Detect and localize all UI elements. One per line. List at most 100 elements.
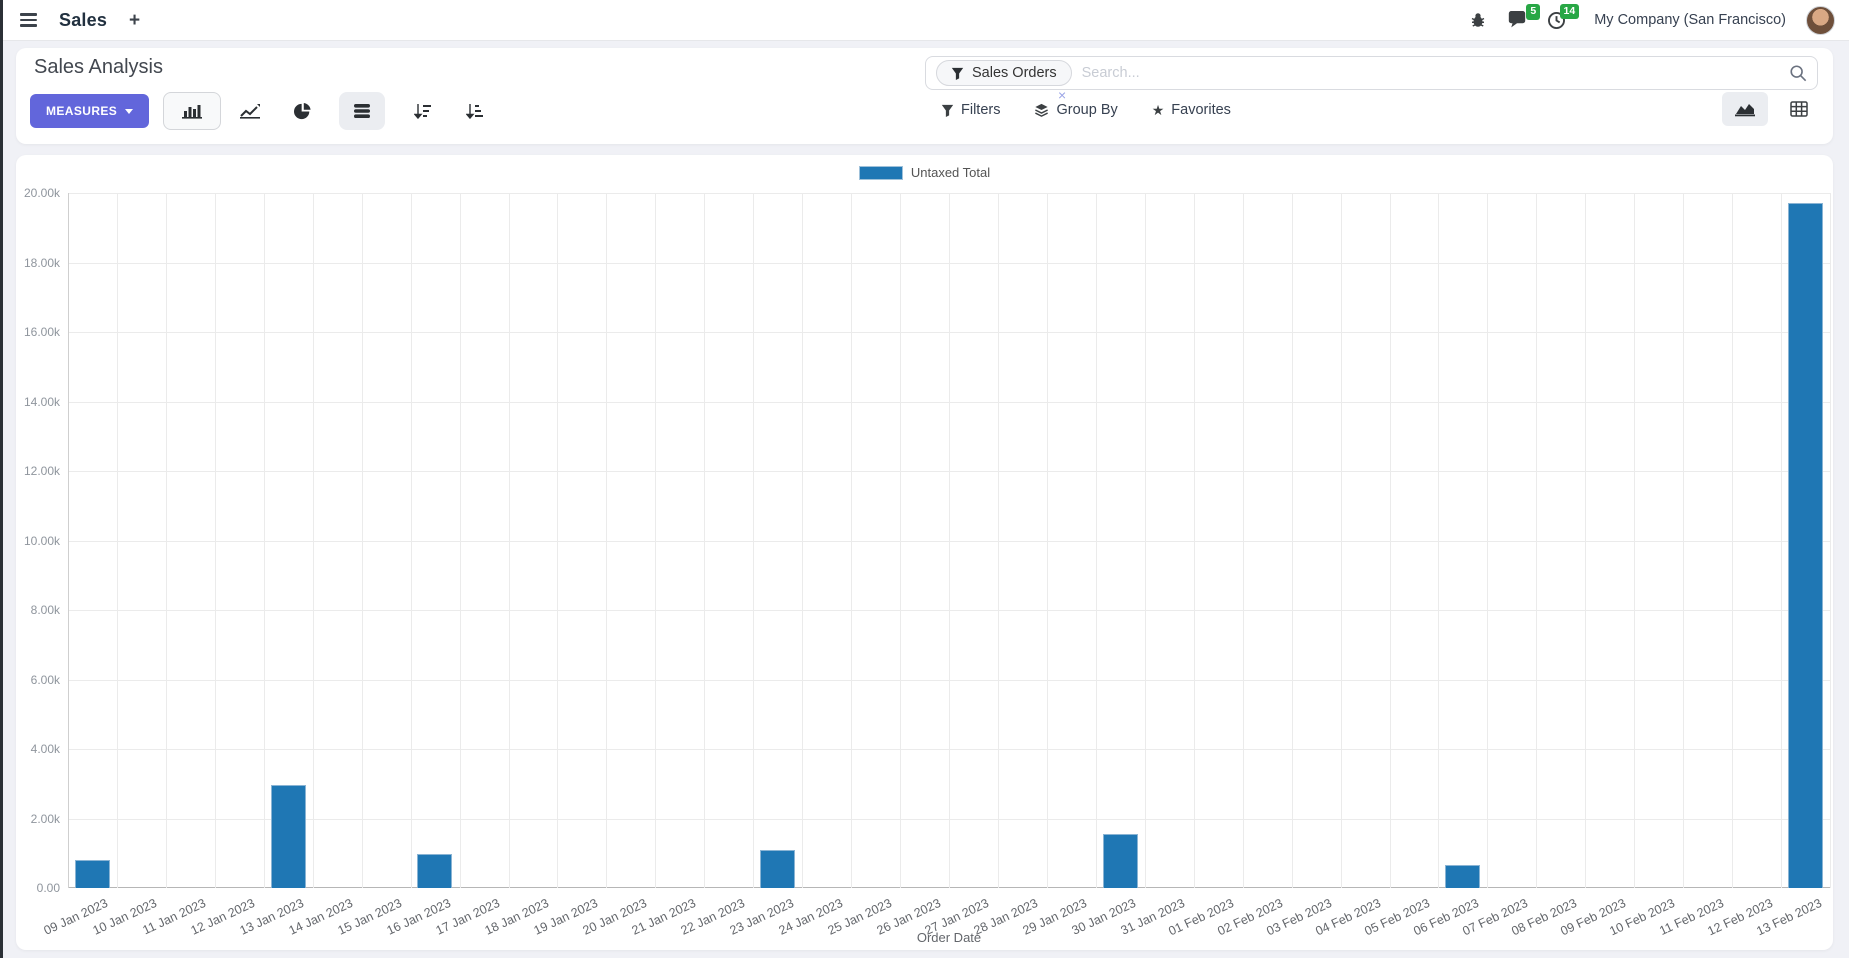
x-gridline xyxy=(802,193,803,888)
chart-card: Untaxed Total 0.00 2.00k 4.00k 6.00k 8.00k 10… xyxy=(16,155,1833,950)
view-switcher xyxy=(1722,92,1822,126)
control-panel: Sales Analysis MEASURES xyxy=(16,48,1833,144)
window-edge xyxy=(0,0,3,958)
bar-23-jan-2023[interactable] xyxy=(760,850,795,888)
x-gridline xyxy=(411,193,412,888)
plus-icon[interactable]: + xyxy=(129,9,141,31)
x-gridline xyxy=(264,193,265,888)
x-gridline xyxy=(1634,193,1635,888)
x-gridline xyxy=(949,193,950,888)
x-gridline xyxy=(215,193,216,888)
legend-swatch[interactable] xyxy=(858,165,903,180)
bar-13-feb-2023[interactable] xyxy=(1788,203,1823,888)
x-gridline xyxy=(851,193,852,888)
x-gridline xyxy=(1194,193,1195,888)
pie-chart-view-button[interactable] xyxy=(279,92,325,130)
page-title: Sales Analysis xyxy=(34,56,163,78)
filter-funnel-icon xyxy=(941,104,954,117)
y-tick-label: 10.00k xyxy=(23,533,60,548)
x-gridline xyxy=(1536,193,1537,888)
messages-count-badge: 5 xyxy=(1526,4,1541,20)
pivot-table-icon xyxy=(1790,101,1808,117)
search-submit[interactable] xyxy=(1789,64,1807,82)
favorites-label: Favorites xyxy=(1171,102,1231,118)
x-gridline xyxy=(1732,193,1733,888)
bar-09-jan-2023[interactable] xyxy=(75,860,110,888)
y-tick-label: 14.00k xyxy=(23,394,60,409)
x-gridline xyxy=(1243,193,1244,888)
group-by-dropdown[interactable]: Group By xyxy=(1034,102,1118,118)
sort-ascending-icon xyxy=(465,104,483,119)
x-gridline xyxy=(655,193,656,888)
x-gridline xyxy=(460,193,461,888)
activities-button[interactable]: 14 xyxy=(1547,3,1580,30)
x-gridline xyxy=(1096,193,1097,888)
y-tick-label: 8.00k xyxy=(30,603,60,617)
y-tick-label: 4.00k xyxy=(30,742,60,756)
filter-funnel-icon xyxy=(951,67,964,80)
star-icon: ★ xyxy=(1151,102,1165,118)
x-gridline xyxy=(1683,193,1684,888)
x-gridline xyxy=(606,193,607,888)
measures-label: MEASURES xyxy=(46,104,118,118)
bar-13-jan-2023[interactable] xyxy=(271,785,306,888)
x-gridline xyxy=(166,193,167,888)
debug-bug-icon[interactable] xyxy=(1469,11,1487,29)
graph-view-button[interactable] xyxy=(1722,92,1768,126)
clock-icon xyxy=(1548,11,1566,29)
layers-icon xyxy=(1035,103,1049,117)
sort-descending-button[interactable] xyxy=(399,92,445,130)
plot-area: 0.00 2.00k 4.00k 6.00k 8.00k 10.00k 12.00k 14.0… xyxy=(24,186,1831,938)
x-gridline xyxy=(1438,193,1439,888)
x-gridline xyxy=(1292,193,1293,888)
app-name[interactable]: Sales xyxy=(59,9,108,30)
facet-remove-icon[interactable]: × xyxy=(1058,87,1067,103)
x-gridline xyxy=(1585,193,1586,888)
search-icon xyxy=(1790,65,1807,82)
search-bar[interactable]: Sales Orders × xyxy=(925,56,1818,102)
x-gridline xyxy=(998,193,999,888)
bug-icon xyxy=(1471,13,1485,27)
stacked-icon xyxy=(354,104,371,118)
pivot-view-button[interactable] xyxy=(1776,92,1822,126)
chevron-down-icon xyxy=(125,108,134,114)
top-navbar: Sales + 5 14 My Company (San Francisco) xyxy=(0,0,1849,41)
filters-dropdown[interactable]: Filters xyxy=(941,102,1000,118)
hamburger-menu-icon[interactable] xyxy=(16,9,41,31)
x-gridline xyxy=(68,193,69,888)
x-gridline xyxy=(1341,193,1342,888)
y-tick-label: 16.00k xyxy=(23,325,60,339)
measures-button[interactable]: MEASURES xyxy=(30,94,150,128)
chart-legend: Untaxed Total xyxy=(16,165,1833,180)
sort-ascending-button[interactable] xyxy=(451,92,497,130)
x-axis-title: Order Date xyxy=(916,930,982,945)
company-switcher[interactable]: My Company (San Francisco) xyxy=(1594,12,1786,28)
bar-chart-icon xyxy=(182,105,203,119)
favorites-dropdown[interactable]: ★ Favorites xyxy=(1152,102,1231,118)
y-tick-label: 18.00k xyxy=(23,255,60,270)
bar-30-jan-2023[interactable] xyxy=(1103,834,1138,888)
bar-16-jan-2023[interactable] xyxy=(417,854,452,888)
line-chart-view-button[interactable] xyxy=(227,92,273,130)
group-by-label: Group By xyxy=(1056,102,1118,118)
x-gridline xyxy=(1830,193,1831,888)
pie-chart-icon xyxy=(293,102,311,119)
x-gridline xyxy=(704,193,705,888)
bar-chart-view-button[interactable] xyxy=(163,92,222,130)
y-tick-label: 2.00k xyxy=(30,811,60,826)
search-input[interactable] xyxy=(1081,65,1789,81)
user-avatar[interactable] xyxy=(1806,5,1835,35)
stacked-toggle-button[interactable] xyxy=(339,92,386,130)
search-facet-sales-orders[interactable]: Sales Orders xyxy=(936,60,1072,86)
messages-button[interactable]: 5 xyxy=(1507,4,1541,29)
x-gridline xyxy=(1047,193,1048,888)
x-gridline xyxy=(557,193,558,888)
x-gridline xyxy=(1487,193,1488,888)
x-gridline xyxy=(117,193,118,888)
x-gridline xyxy=(1145,193,1146,888)
y-tick-label: 20.00k xyxy=(23,186,60,200)
bar-06-feb-2023[interactable] xyxy=(1445,865,1480,888)
x-gridline xyxy=(753,193,754,888)
area-chart-icon xyxy=(1735,104,1755,117)
x-gridline xyxy=(362,193,363,888)
